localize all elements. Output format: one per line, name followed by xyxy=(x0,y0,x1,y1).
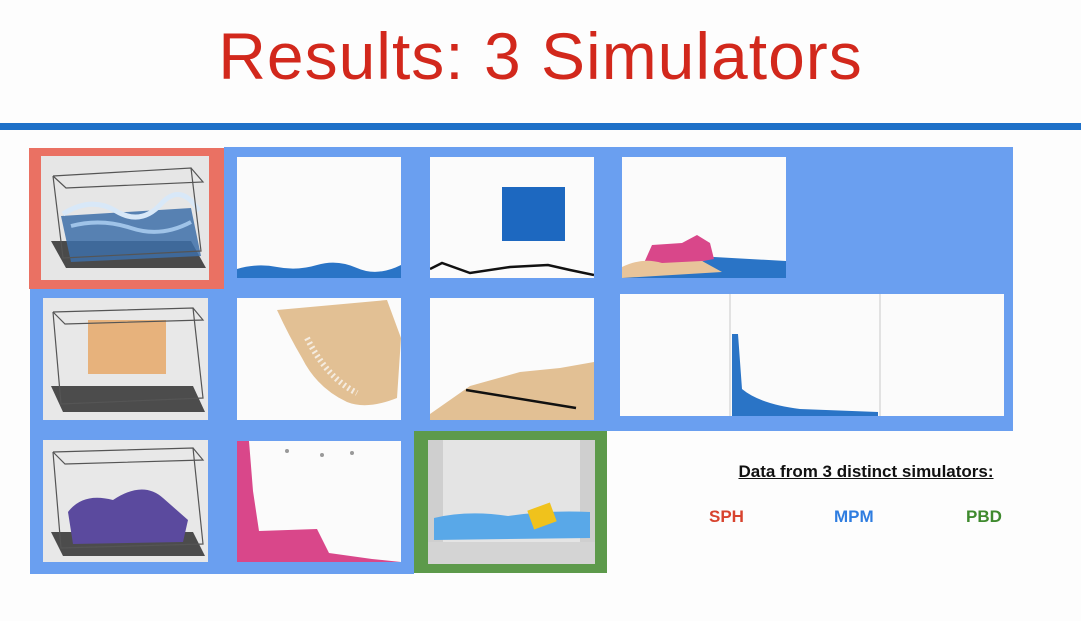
legend-pbd: PBD xyxy=(966,507,1002,526)
slide-title: Results: 3 Simulators xyxy=(218,19,863,93)
title-divider xyxy=(0,123,1081,130)
sim-panel-pbd-particles xyxy=(428,440,595,564)
legend-heading: Data from 3 distinct simulators: xyxy=(738,462,994,481)
sim-panel-pink-fluid xyxy=(237,441,401,562)
sim-panel-sand-slope xyxy=(430,298,594,420)
sim-panel-sand-splash xyxy=(237,298,401,420)
render-sand-box xyxy=(43,298,208,420)
legend-sph: SPH xyxy=(709,507,744,526)
sim-panel-falling-block xyxy=(430,157,594,278)
render-water-box xyxy=(41,156,209,280)
render-jelly-box xyxy=(43,440,208,562)
sim-panel-mixed-fluids xyxy=(622,157,786,278)
sim-panel-flat-water xyxy=(237,157,401,278)
sim-panel-dam-break-triptych xyxy=(620,294,1004,416)
legend-mpm: MPM xyxy=(834,507,874,526)
